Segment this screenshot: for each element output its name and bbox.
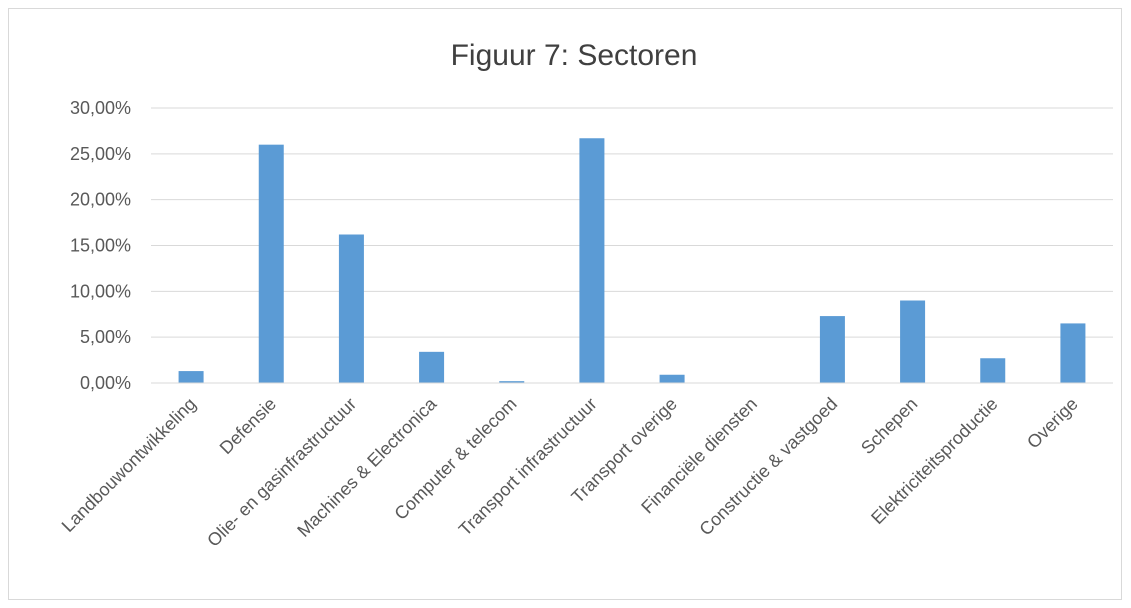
bar	[1060, 323, 1086, 383]
x-tick-label: Schepen	[857, 394, 921, 458]
bar	[819, 316, 845, 383]
bars	[178, 138, 1086, 383]
y-tick-label: 20,00%	[70, 190, 131, 210]
chart-frame: Figuur 7: Sectoren 0,00% 5,00% 10,00% 15,00…	[8, 8, 1122, 600]
bar-chart: Figuur 7: Sectoren 0,00% 5,00% 10,00% 15,00…	[58, 39, 1113, 551]
x-tick-label: Machines & Electronica	[293, 393, 441, 541]
bar	[419, 351, 445, 383]
bar	[499, 381, 525, 383]
x-tick-label: Transport infrastructuur	[455, 394, 601, 540]
bar	[338, 234, 364, 383]
x-tick-label: Constructie & vastgoed	[696, 394, 842, 540]
gridlines	[151, 107, 1113, 338]
bar	[178, 371, 204, 383]
chart-title: Figuur 7: Sectoren	[451, 39, 698, 72]
x-tick-label: Defensie	[216, 394, 280, 458]
y-tick-label: 10,00%	[70, 281, 131, 301]
bar	[900, 300, 926, 383]
x-tick-label: Olie- en gasinfrastructuur	[203, 394, 360, 551]
y-tick-label: 5,00%	[80, 327, 131, 347]
bar	[258, 144, 284, 383]
x-tick-label: Landbouwontwikkeling	[58, 394, 200, 536]
y-tick-label: 15,00%	[70, 236, 131, 256]
y-tick-label: 25,00%	[70, 144, 131, 164]
x-tick-label: Overige	[1023, 394, 1082, 453]
bar	[579, 138, 605, 383]
y-tick-label: 30,00%	[70, 98, 131, 118]
bar	[980, 358, 1006, 383]
y-axis-tick-labels: 0,00% 5,00% 10,00% 15,00% 20,00% 25,00% 30,00%	[70, 98, 131, 393]
bar	[659, 374, 685, 383]
y-tick-label: 0,00%	[80, 373, 131, 393]
